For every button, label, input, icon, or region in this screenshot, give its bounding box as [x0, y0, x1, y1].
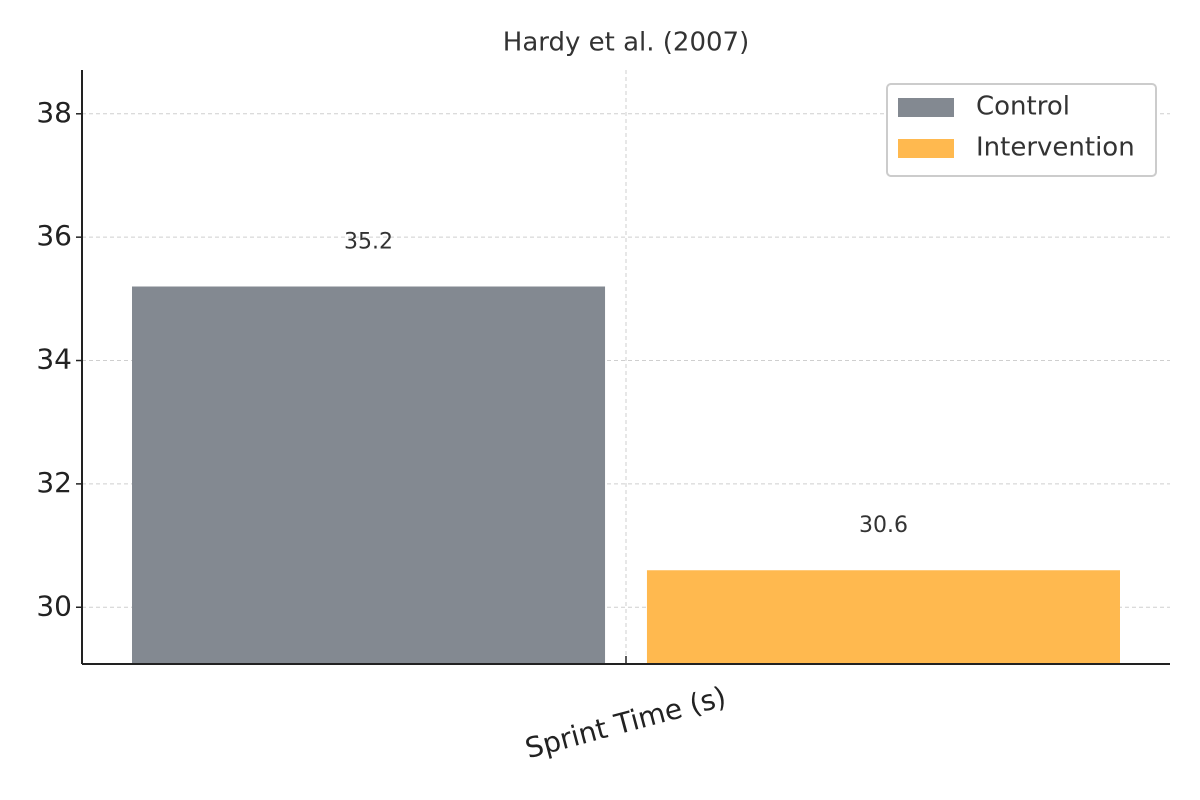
legend-label: Intervention [976, 133, 1135, 163]
y-tick-label: 32 [36, 466, 72, 499]
value-label: 30.6 [859, 513, 908, 538]
y-tick-label: 30 [36, 589, 72, 622]
legend-swatch [898, 98, 954, 117]
y-tick-label: 36 [36, 219, 72, 252]
y-tick-label: 38 [36, 96, 72, 129]
chart-title: Hardy et al. (2007) [503, 28, 749, 58]
legend-frame [886, 83, 1157, 177]
legend-label: Control [976, 92, 1070, 122]
bar [132, 286, 606, 664]
x-tick-label: Sprint Time (s) [522, 680, 730, 765]
bar [646, 570, 1120, 664]
legend: Control Intervention [886, 83, 1157, 177]
value-label: 35.2 [344, 230, 393, 255]
legend-swatch [898, 139, 954, 158]
y-tick-label: 34 [36, 343, 72, 376]
